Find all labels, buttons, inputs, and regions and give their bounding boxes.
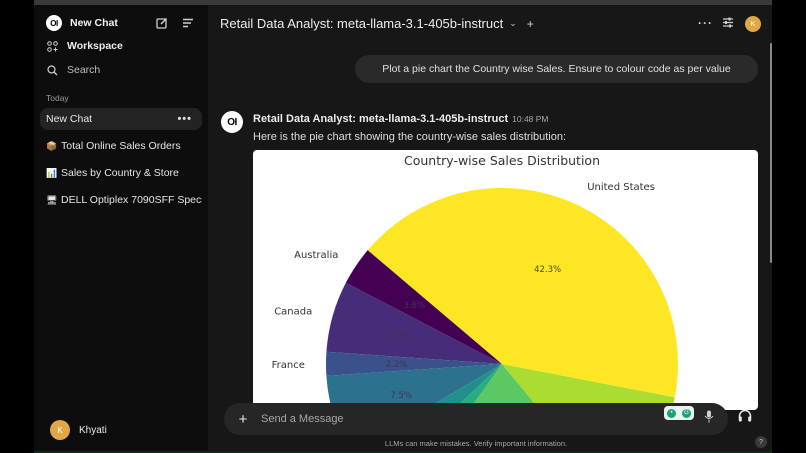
grammarly-icon: G [682,408,691,418]
section-today-heading: Today [46,93,69,103]
slice-percent-label: 42.3% [534,265,561,275]
new-chat-label: New Chat [70,17,118,29]
pie-slice [453,364,502,410]
chat-item-new-chat[interactable]: New Chat ••• [40,108,202,130]
pie-chart-image: Country-wise Sales Distribution 3.6% Aust… [253,150,758,410]
slice-percent-label: 7.5% [390,391,412,401]
pie-chart: Country-wise Sales Distribution 3.6% Aust… [272,153,679,410]
assistant-message-text: Here is the pie chart showing the countr… [253,131,567,143]
chat-item[interactable]: 🖥 DELL Optiplex 7090SFF Specs [40,189,202,211]
chat-title: Sales by Country & Store [61,167,179,179]
app-window: OI New Chat Workspace Search Today New C… [34,0,772,453]
search-label: Search [67,64,101,76]
sidebar-new-chat[interactable]: OI New Chat [46,15,201,31]
compose-icon[interactable] [154,15,170,31]
chat-title: New Chat [46,113,93,125]
model-selector[interactable]: Retail Data Analyst: meta-llama-3.1-405b… [220,16,534,31]
search-icon [47,64,58,75]
assistant-name: Retail Data Analyst: meta-llama-3.1-405b… [253,113,549,125]
openwebui-logo-icon: OI [46,15,62,31]
slice-country-label: France [272,360,305,371]
workspace-icon [47,40,58,52]
pie-slice [326,364,502,410]
chat-scrollbar[interactable] [770,43,772,263]
add-model-icon[interactable]: + [526,16,534,31]
slice-percent-label: 3.6% [404,301,426,311]
slice-percent-label: 6.6% [390,331,412,341]
chat-title: Total Online Sales Orders [61,140,181,152]
slice-country-label: Canada [274,307,312,318]
slice-country-label: United States [587,182,655,193]
help-button[interactable]: ? [755,436,767,448]
window-top-strip [34,0,772,5]
chat-more-icon[interactable]: ••• [177,113,192,125]
controls-icon[interactable] [722,17,734,31]
user-menu[interactable]: K Khyati [50,420,107,440]
model-title: Retail Data Analyst: meta-llama-3.1-405b… [220,16,504,31]
slice-country-label: Australia [294,250,338,261]
sidebar-toggle-icon[interactable] [180,15,196,31]
sidebar-item-workspace[interactable]: Workspace [47,40,221,52]
extension-badge[interactable]: • G [664,406,694,420]
pie-slice [326,282,502,364]
pie-slice [326,351,502,376]
slice-percent-label: 2.2% [386,360,408,370]
bar-chart-icon: 📊 [46,167,58,178]
message-timestamp: 10:48 PM [512,114,549,124]
more-options-icon[interactable]: ··· [698,16,713,30]
pie-slice [345,250,502,364]
lightbulb-icon: • [667,408,676,418]
message-input[interactable] [261,413,641,425]
message-composer: + [224,403,728,435]
workspace-label: Workspace [67,40,123,52]
window-bottom-edge [34,451,772,453]
chevron-down-icon[interactable]: ⌄ [509,18,517,28]
disclaimer-text: LLMs can make mistakes. Verify important… [384,439,568,448]
microphone-icon[interactable] [704,410,714,426]
attach-plus-button[interactable]: + [238,410,248,428]
user-name: Khyati [79,424,107,436]
sidebar-search[interactable]: Search [47,64,221,76]
pie-slice [502,364,675,410]
chat-item[interactable]: 📦 Total Online Sales Orders [40,135,202,157]
assistant-model-name: Retail Data Analyst: meta-llama-3.1-405b… [253,113,509,125]
assistant-avatar: OI [221,111,243,133]
sidebar: OI New Chat Workspace Search Today New C… [34,5,208,453]
user-avatar: K [50,420,70,440]
pie-slice [469,364,540,410]
headphones-icon[interactable] [738,409,752,425]
chart-title: Country-wise Sales Distribution [404,153,600,168]
computer-icon: 🖥 [46,194,58,205]
chat-title: DELL Optiplex 7090SFF Specs [61,194,202,206]
chat-item[interactable]: 📊 Sales by Country & Store [40,162,202,184]
pie-slice [424,364,502,410]
user-message-bubble: Plot a pie chart the Country wise Sales.… [355,55,758,83]
pie-slice [367,187,679,398]
header-user-avatar[interactable]: K [745,16,761,32]
package-icon: 📦 [46,140,58,151]
